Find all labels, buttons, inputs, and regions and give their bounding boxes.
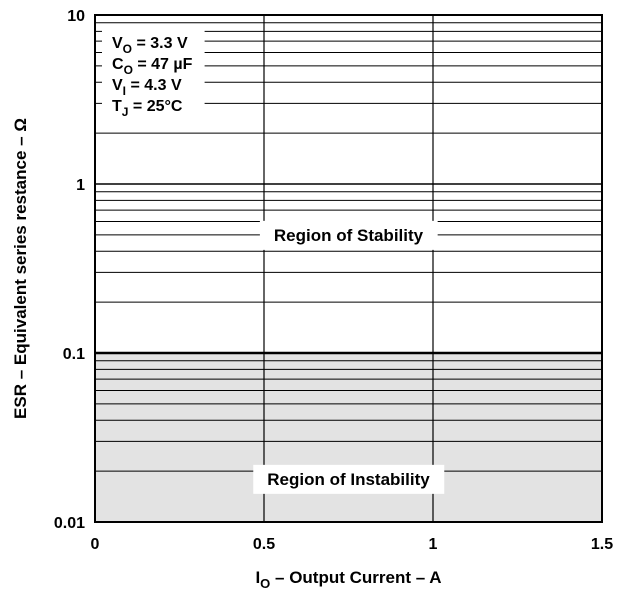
condition-value: = 25°C bbox=[128, 98, 182, 115]
region-label-mask bbox=[259, 220, 438, 250]
y-tick-label: 0.1 bbox=[63, 346, 85, 363]
y-tick-label: 0.01 bbox=[54, 515, 85, 532]
plot-frame bbox=[94, 14, 603, 523]
region-label-stability: Region of Stability bbox=[274, 226, 424, 245]
x-tick-label: 1 bbox=[429, 536, 438, 553]
condition-subscript: O bbox=[124, 63, 133, 77]
labels-layer: Region of Stability Region of Instability… bbox=[102, 29, 445, 494]
condition-line: CO = 47 µF bbox=[112, 56, 193, 77]
ticks-layer: 0 0.5 1 1.5 0.01 0.1 1 10 bbox=[54, 8, 613, 553]
y-tick-label: 1 bbox=[76, 177, 85, 194]
x-tick-label: 1.5 bbox=[591, 536, 613, 553]
condition-subscript: J bbox=[122, 105, 129, 119]
y-tick-label: 10 bbox=[67, 8, 85, 25]
region-instability-area bbox=[95, 353, 602, 522]
condition-symbol: V bbox=[112, 77, 123, 94]
x-axis-title-sub: O bbox=[260, 576, 270, 591]
condition-subscript: O bbox=[123, 42, 132, 56]
condition-value: = 4.3 V bbox=[126, 77, 182, 94]
region-label-mask bbox=[253, 464, 445, 494]
x-tick-label: 0.5 bbox=[253, 536, 275, 553]
condition-symbol: V bbox=[112, 35, 123, 52]
condition-value: = 47 µF bbox=[133, 56, 193, 73]
condition-symbol: C bbox=[112, 56, 124, 73]
x-tick-label: 0 bbox=[91, 536, 100, 553]
condition-symbol: T bbox=[112, 98, 122, 115]
condition-line: VI = 4.3 V bbox=[112, 77, 182, 98]
condition-line: VO = 3.3 V bbox=[112, 35, 188, 56]
y-axis-title: ESR – Equivalent series restance – Ω bbox=[11, 118, 30, 419]
condition-subscript: I bbox=[123, 84, 126, 98]
condition-line: TJ = 25°C bbox=[112, 98, 183, 119]
x-axis-title: IO – Output Current – A bbox=[255, 568, 441, 591]
x-axis-title-main: I bbox=[255, 568, 260, 587]
x-axis-title-rest: – Output Current – A bbox=[270, 568, 441, 587]
region-label-instability: Region of Instability bbox=[267, 470, 430, 489]
conditions-box bbox=[102, 29, 205, 125]
condition-value: = 3.3 V bbox=[132, 35, 188, 52]
